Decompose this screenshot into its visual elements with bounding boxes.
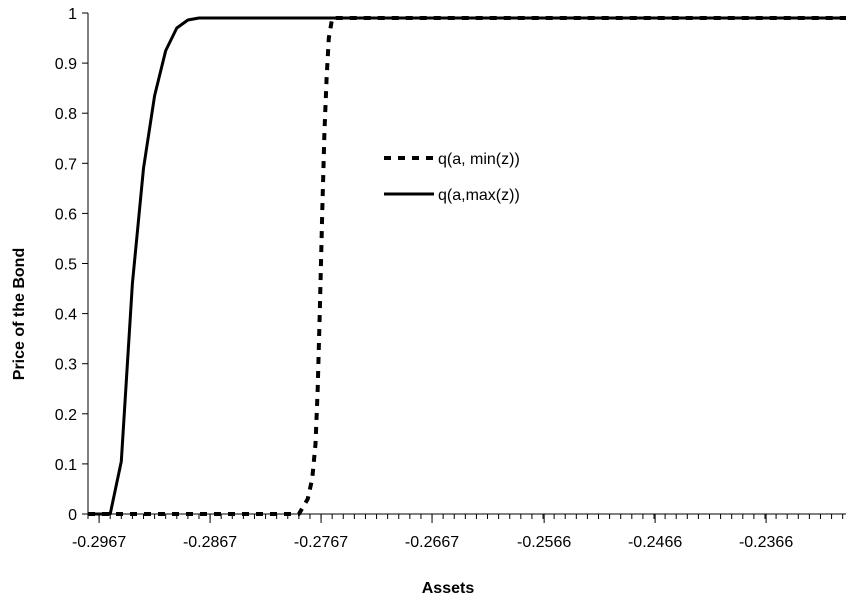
y-tick-label: 0.5: [55, 257, 77, 274]
y-axis-title: Price of the Bond: [11, 248, 28, 380]
y-axis-ticks: 0 0.1 0.2 0.3 0.4 0.5 0.6 0.7 0.8 0.9 1: [55, 6, 88, 524]
legend: q(a, min(z)) q(a,max(z)): [384, 151, 520, 204]
y-tick-label: 0.3: [55, 357, 77, 374]
x-axis-ticks: -0.2967 -0.2867 -0.2767 -0.2667 -0.2566 -0.24…: [72, 514, 844, 551]
x-tick-label: -0.2667: [405, 534, 459, 551]
y-tick-label: 0: [68, 507, 77, 524]
series-layer: [88, 16, 846, 516]
y-tick-label: 1: [68, 6, 77, 23]
x-tick-label: -0.2466: [628, 534, 682, 551]
y-tick-label: 0.9: [55, 56, 77, 73]
x-tick-label: -0.2967: [72, 534, 126, 551]
y-tick-label: 0.7: [55, 156, 77, 173]
y-tick-label: 0.8: [55, 106, 77, 123]
legend-label-max-z: q(a,max(z)): [438, 187, 520, 204]
x-tick-label: -0.2566: [517, 534, 571, 551]
x-tick-label: -0.2867: [183, 534, 237, 551]
x-tick-label: -0.2366: [739, 534, 793, 551]
y-tick-label: 0.6: [55, 206, 77, 223]
x-tick-label: -0.2767: [294, 534, 348, 551]
series-line-max-z: [88, 16, 846, 516]
y-tick-label: 0.1: [55, 457, 77, 474]
legend-label-min-z: q(a, min(z)): [438, 151, 520, 168]
y-tick-label: 0.4: [55, 307, 77, 324]
x-axis-title: Assets: [422, 580, 475, 597]
y-tick-label: 0.2: [55, 407, 77, 424]
series-line-min-z: [88, 16, 846, 516]
